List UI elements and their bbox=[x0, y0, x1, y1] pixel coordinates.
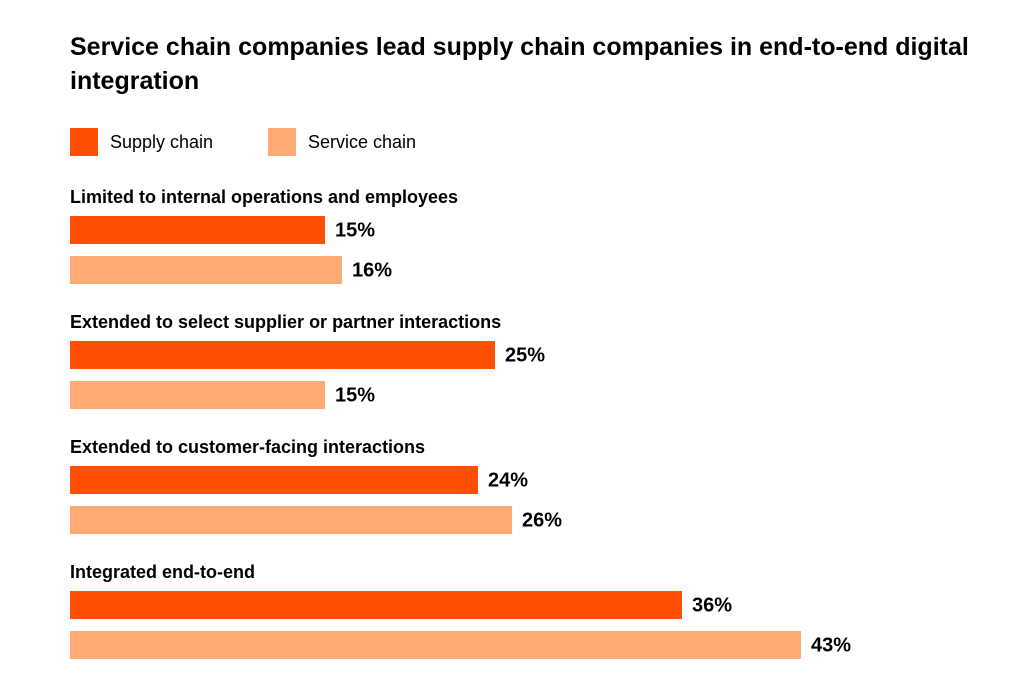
value-label: 24% bbox=[488, 469, 528, 491]
bar bbox=[70, 216, 325, 244]
value-label: 15% bbox=[335, 219, 375, 241]
bar bbox=[70, 591, 682, 619]
legend-swatch bbox=[268, 128, 296, 156]
value-label: 15% bbox=[335, 384, 375, 406]
bar bbox=[70, 466, 478, 494]
bar bbox=[70, 506, 512, 534]
category-label: Limited to internal operations and emplo… bbox=[70, 187, 458, 207]
legend-label: Supply chain bbox=[110, 132, 213, 152]
value-label: 16% bbox=[352, 259, 392, 281]
value-label: 25% bbox=[505, 344, 545, 366]
legend-swatch bbox=[70, 128, 98, 156]
value-label: 36% bbox=[692, 594, 732, 616]
chart-title: Service chain companies lead supply chai… bbox=[70, 33, 969, 95]
bar bbox=[70, 631, 801, 659]
value-label: 43% bbox=[811, 634, 851, 656]
bar bbox=[70, 381, 325, 409]
bar bbox=[70, 256, 342, 284]
bar bbox=[70, 341, 495, 369]
category-label: Integrated end-to-end bbox=[70, 562, 255, 582]
category-label: Extended to customer-facing interactions bbox=[70, 437, 425, 457]
category-label: Extended to select supplier or partner i… bbox=[70, 312, 501, 332]
value-label: 26% bbox=[522, 509, 562, 531]
legend-label: Service chain bbox=[308, 132, 416, 152]
